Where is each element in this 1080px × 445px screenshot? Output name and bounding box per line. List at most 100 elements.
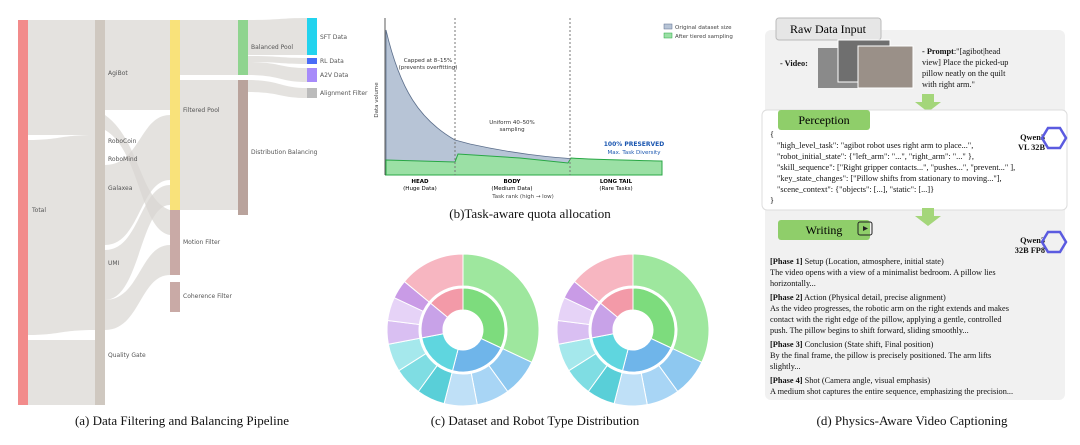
phase-line: The video opens with a view of a minimal… [770,268,996,277]
x-label: Task rank (high → low) [491,194,553,200]
caption: (a) Data Filtering and Balancing Pipelin… [75,413,289,428]
arrow [915,208,941,226]
flow [180,20,238,75]
prompt-line: pillow neatly on the quilt [922,69,1006,78]
region-sub: (Medium Data) [491,186,532,192]
phase-line: push. The pillow begins to shift forward… [770,326,969,335]
flow [28,20,95,135]
flow [105,245,170,330]
node [170,20,180,210]
region-name: LONG TAIL [600,179,633,185]
phase-heading: [Phase 3] Conclusion (State shift, Final… [770,340,934,349]
phase-line: As the video progresses, the robotic arm… [770,304,1009,313]
flow [105,115,170,245]
json-line: "key_state_changes": ["Pillow shifts fro… [777,174,1002,183]
node [170,210,180,275]
node [307,68,317,82]
model: 32B FP8 [1015,246,1045,255]
annotation: (prevents overfitting) [399,65,458,71]
region-name: BODY [503,179,521,185]
phase-label: [Phase 2] [770,293,803,302]
node-label: Galaxea [108,185,133,192]
node-label: Motion Filter [183,239,221,246]
phase-heading: [Phase 1] Setup (Location, atmosphere, i… [770,257,944,266]
region-name: HEAD [411,179,429,185]
label: - Video: [780,59,808,68]
sunburst-center [444,311,482,349]
node-label: Filtered Pool [183,107,220,114]
prompt: - Prompt:"[agibot|head [922,47,1001,56]
section-title: Writing [806,223,843,237]
sampled-area [385,153,663,176]
node [95,20,105,405]
phase-desc: Setup (Location, atmosphere, initial sta… [803,257,944,266]
node [170,282,180,312]
annotation: Max. Task Diversity [608,150,662,156]
section-title: Raw Data Input [790,22,867,36]
sunburst-wedge [599,287,634,318]
node-label: Balanced Pool [251,44,293,51]
sunbursts [386,253,710,407]
flow [248,80,307,98]
video-icon [857,221,873,236]
flow [28,135,95,335]
node-label: RL Data [320,58,344,65]
phases: [Phase 1] Setup (Location, atmosphere, i… [770,257,1013,396]
phase-desc: Action (Physical detail, precise alignme… [803,293,947,302]
sunburst-wedge [429,287,464,318]
region-sub: (Rare Tasks) [599,186,632,192]
flow [180,80,238,210]
phase-label: [Phase 3] [770,340,803,349]
section-bg [761,109,1068,211]
video-icon [863,226,868,231]
annotation: Uniform 40–50% [489,120,535,126]
title-box [778,220,870,240]
json-line: "skill_sequence": ["Right gripper contac… [777,163,1015,172]
node [18,20,28,405]
legend-swatch [663,32,673,39]
node [238,20,248,75]
prompt-line: with right arm." [922,80,975,89]
node-label: AgiBot [108,70,128,77]
model: VL 32B [1018,143,1045,152]
node-label: UMI [108,260,120,267]
sunburst-wedge [632,287,676,349]
phase-line: By the final frame, the pillow is precis… [770,351,991,360]
legend-swatch [663,23,673,30]
prompt-line: view] Place the picked-up [922,58,1008,67]
caption: (d) Physics-Aware Video Captioning [817,413,1008,428]
legend-label: After tiered sampling [675,34,733,40]
sunburst-center [614,311,652,349]
legend-label: Original dataset size [675,25,732,31]
node-label: Distribution Balancing [251,149,318,156]
phase-desc: Conclusion (State shift, Final position) [803,340,934,349]
model-icon [1040,126,1068,150]
video-frame [857,45,914,89]
sunburst-wedge [462,287,506,349]
sunburst-wedge [462,253,540,364]
phase-line: A medium shot captures the entire sequen… [770,387,1013,396]
flow [28,340,95,405]
flow [248,18,307,55]
sunburst-wedge [573,253,634,303]
region-sub: (Huge Data) [403,186,437,192]
node-label: RoboMind [108,156,138,163]
node-label: SFT Data [320,34,347,41]
phase-label: [Phase 4] [770,376,803,385]
sankey: Total AgiBot RoboCoin RoboMind Galaxea U… [18,18,368,405]
node-label: Quality Gate [108,352,146,359]
y-label: Data volume [374,82,380,118]
phase-line: slightly... [770,362,801,371]
caption: (b)Task-aware quota allocation [449,206,611,221]
json-line: } [770,196,774,205]
node [238,80,248,215]
json-line: "high_level_task": "agibot robot uses ri… [777,141,973,150]
phase-label: [Phase 1] [770,257,803,266]
prompt-line: :"[agibot|head [954,47,1001,56]
annotation: sampling [499,127,524,133]
flow [248,62,307,82]
json-line: "scene_context": {"objects": [...], "sta… [777,185,934,194]
flow [105,20,170,110]
node-label: Total [31,207,46,214]
